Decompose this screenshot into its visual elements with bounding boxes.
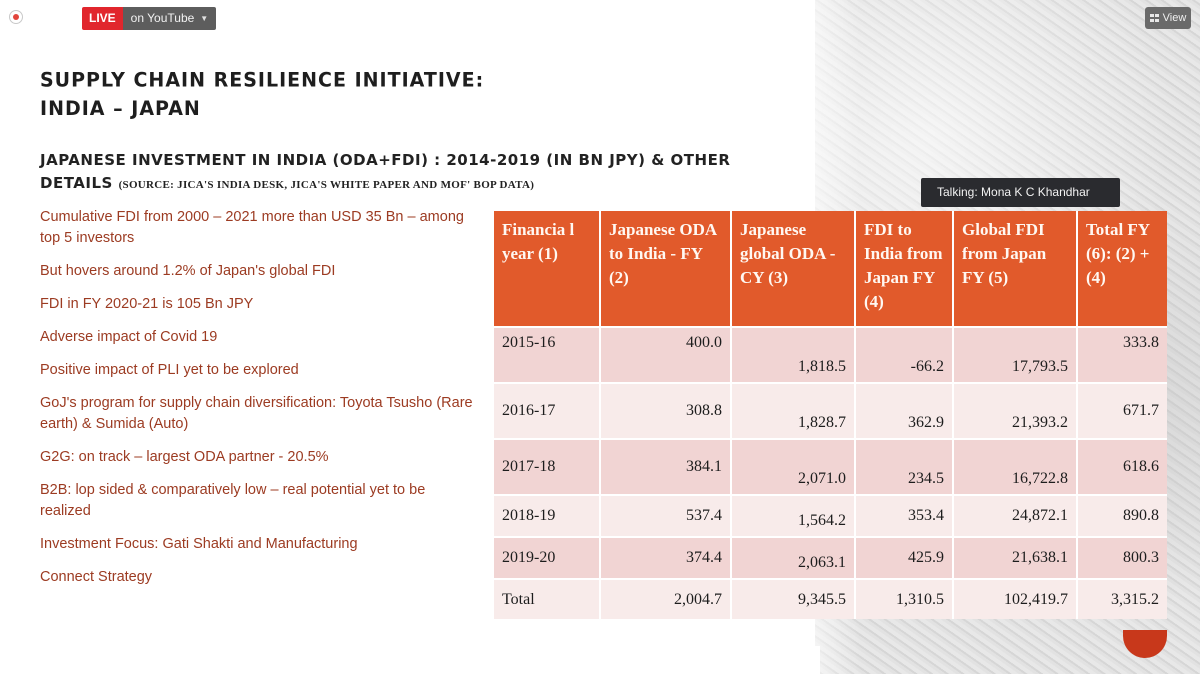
table-cell: 362.9	[855, 382, 954, 439]
talking-indicator: Talking: Mona K C Khandhar	[921, 178, 1120, 207]
table-cell: 16,722.8	[953, 438, 1078, 495]
table-cell: 21,638.1	[953, 536, 1078, 579]
table-cell: 1,828.7	[731, 382, 856, 439]
table-row: 2016-17 308.8 1,828.7 362.9 21,393.2 671…	[494, 382, 1167, 439]
grid-icon	[1149, 14, 1159, 22]
table-row: 2017-18 384.1 2,071.0 234.5 16,722.8 618…	[494, 438, 1167, 495]
table-cell: 1,564.2	[731, 494, 856, 537]
bullet-list: Cumulative FDI from 2000 – 2021 more tha…	[40, 207, 478, 600]
table-cell: 425.9	[855, 536, 954, 579]
table-header-row: Financia l year (1) Japanese ODA to Indi…	[494, 211, 1167, 327]
table-cell: 353.4	[855, 494, 954, 537]
table-header-cell: Japanese ODA to India - FY (2)	[600, 211, 732, 327]
bullet-item: GoJ's program for supply chain diversifi…	[40, 395, 473, 432]
bullet-item: Positive impact of PLI yet to be explore…	[40, 362, 299, 378]
table-cell: 618.6	[1077, 438, 1167, 495]
table-cell: -66.2	[855, 326, 954, 383]
table-cell: 384.1	[600, 438, 732, 495]
table-cell: 2017-18	[494, 438, 601, 495]
bullet-item: But hovers around 1.2% of Japan's global…	[40, 263, 336, 279]
bullet-item: Investment Focus: Gati Shakti and Manufa…	[40, 536, 358, 552]
bullet-item: Connect Strategy	[40, 569, 153, 585]
table-header-cell: Total FY (6): (2) + (4)	[1077, 211, 1167, 327]
table-cell: 2,004.7	[600, 578, 732, 619]
table-cell: 24,872.1	[953, 494, 1078, 537]
table-row-total: Total 2,004.7 9,345.5 1,310.5 102,419.7 …	[494, 578, 1167, 619]
table-row: 2018-19 537.4 1,564.2 353.4 24,872.1 890…	[494, 494, 1167, 537]
table-cell: 400.0	[600, 326, 732, 383]
table-header-cell: FDI to India from Japan FY (4)	[855, 211, 954, 327]
table-cell: 3,315.2	[1077, 578, 1167, 619]
table-header-cell: Global FDI from Japan FY (5)	[953, 211, 1078, 327]
table-cell: 17,793.5	[953, 326, 1078, 383]
table-cell: 2015-16	[494, 326, 601, 383]
table-cell: 2016-17	[494, 382, 601, 439]
table-row: 2015-16 400.0 1,818.5 -66.2 17,793.5 333…	[494, 326, 1167, 383]
bullet-item: Cumulative FDI from 2000 – 2021 more tha…	[40, 209, 464, 246]
table-cell: 102,419.7	[953, 578, 1078, 619]
table-cell: 2,071.0	[731, 438, 856, 495]
live-badge: LIVE	[82, 7, 123, 30]
table-row: 2019-20 374.4 2,063.1 425.9 21,638.1 800…	[494, 536, 1167, 579]
table-cell: 1,310.5	[855, 578, 954, 619]
table-cell: 9,345.5	[731, 578, 856, 619]
table-cell: 2018-19	[494, 494, 601, 537]
table-cell: 800.3	[1077, 536, 1167, 579]
live-stream-control[interactable]: LIVE on YouTube ▼	[82, 7, 217, 30]
bullet-item: FDI in FY 2020-21 is 105 Bn JPY	[40, 296, 254, 312]
table-cell: 1,818.5	[731, 326, 856, 383]
table-cell: 2,063.1	[731, 536, 856, 579]
recording-icon	[9, 10, 23, 24]
table-header-cell: Japanese global ODA - CY (3)	[731, 211, 856, 327]
slide-bottom-strip	[0, 646, 820, 674]
investment-table: Financia l year (1) Japanese ODA to Indi…	[494, 211, 1167, 619]
slide-title-line2: India – Japan	[40, 97, 201, 121]
table-cell: 308.8	[600, 382, 732, 439]
view-label: View	[1162, 12, 1187, 24]
bullet-item: B2B: lop sided & comparatively low – rea…	[40, 482, 426, 519]
table-cell: 671.7	[1077, 382, 1167, 439]
table-cell: 890.8	[1077, 494, 1167, 537]
table-cell: 2019-20	[494, 536, 601, 579]
slide-subtitle: Japanese Investment in India (ODA+FDI) :…	[40, 149, 780, 197]
table-cell: 21,393.2	[953, 382, 1078, 439]
youtube-label: on YouTube	[130, 11, 195, 25]
subtitle-text: Japanese Investment in India (ODA+FDI) :…	[40, 151, 731, 192]
slide-title: Supply Chain Resilience Initiative: Indi…	[40, 67, 484, 124]
table-cell: Total	[494, 578, 601, 619]
bullet-item: Adverse impact of Covid 19	[40, 329, 218, 345]
view-button[interactable]: View	[1145, 7, 1191, 29]
table-cell: 537.4	[600, 494, 732, 537]
slide-title-line1: Supply Chain Resilience Initiative:	[40, 68, 485, 92]
bullet-item: G2G: on track – largest ODA partner - 20…	[40, 449, 329, 465]
caret-down-icon: ▼	[200, 14, 209, 23]
table-header-cell: Financia l year (1)	[494, 211, 601, 327]
table-cell: 333.8	[1077, 326, 1167, 383]
table-cell: 374.4	[600, 536, 732, 579]
youtube-dropdown-button[interactable]: on YouTube ▼	[122, 7, 217, 30]
source-note: (Source: JICA's India Desk, JICA's White…	[118, 179, 535, 191]
table-cell: 234.5	[855, 438, 954, 495]
